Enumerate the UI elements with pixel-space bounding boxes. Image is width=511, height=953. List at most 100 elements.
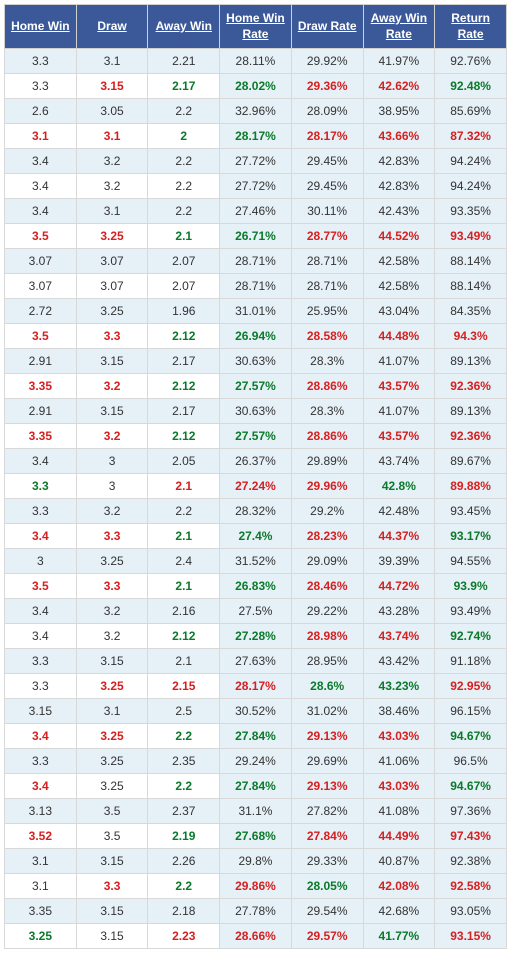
cell-drr: 28.98%	[291, 624, 363, 649]
table-row: 3.43.12.227.46%30.11%42.43%93.35%	[5, 199, 507, 224]
cell-awr: 44.52%	[363, 224, 435, 249]
cell-rr: 93.17%	[435, 524, 507, 549]
cell-rr: 92.58%	[435, 874, 507, 899]
cell-hwr: 27.68%	[220, 824, 292, 849]
table-row: 3.43.252.227.84%29.13%43.03%94.67%	[5, 774, 507, 799]
table-row: 3.53.32.126.83%28.46%44.72%93.9%	[5, 574, 507, 599]
cell-drr: 28.23%	[291, 524, 363, 549]
cell-dr: 3.2	[76, 599, 148, 624]
cell-rr: 92.36%	[435, 374, 507, 399]
cell-dr: 3.2	[76, 424, 148, 449]
cell-dr: 3.2	[76, 374, 148, 399]
cell-hw: 3.4	[5, 524, 77, 549]
cell-dr: 3.1	[76, 199, 148, 224]
cell-awr: 41.07%	[363, 399, 435, 424]
cell-drr: 27.82%	[291, 799, 363, 824]
cell-awr: 41.07%	[363, 349, 435, 374]
table-row: 3.13.1228.17%28.17%43.66%87.32%	[5, 124, 507, 149]
cell-hw: 3.3	[5, 49, 77, 74]
cell-dr: 3.25	[76, 724, 148, 749]
cell-hwr: 31.52%	[220, 549, 292, 574]
cell-rr: 89.13%	[435, 349, 507, 374]
cell-drr: 27.84%	[291, 824, 363, 849]
cell-aw: 2.23	[148, 924, 220, 949]
header-row: Home WinDrawAway WinHome Win RateDraw Ra…	[5, 5, 507, 49]
cell-hw: 3.4	[5, 599, 77, 624]
cell-rr: 96.15%	[435, 699, 507, 724]
cell-drr: 29.33%	[291, 849, 363, 874]
cell-awr: 43.28%	[363, 599, 435, 624]
cell-hw: 3.35	[5, 374, 77, 399]
cell-aw: 2.05	[148, 449, 220, 474]
cell-awr: 42.48%	[363, 499, 435, 524]
cell-hwr: 32.96%	[220, 99, 292, 124]
cell-hw: 2.91	[5, 349, 77, 374]
cell-rr: 92.36%	[435, 424, 507, 449]
col-header-hwr[interactable]: Home Win Rate	[220, 5, 292, 49]
cell-dr: 3.07	[76, 249, 148, 274]
table-row: 3.073.072.0728.71%28.71%42.58%88.14%	[5, 249, 507, 274]
cell-hw: 3.52	[5, 824, 77, 849]
cell-aw: 2.17	[148, 74, 220, 99]
cell-awr: 42.83%	[363, 149, 435, 174]
cell-drr: 29.69%	[291, 749, 363, 774]
cell-aw: 2.12	[148, 424, 220, 449]
cell-rr: 88.14%	[435, 249, 507, 274]
cell-aw: 2.17	[148, 399, 220, 424]
cell-hwr: 27.5%	[220, 599, 292, 624]
col-header-rr[interactable]: Return Rate	[435, 5, 507, 49]
cell-hwr: 27.57%	[220, 424, 292, 449]
cell-drr: 29.96%	[291, 474, 363, 499]
odds-table: Home WinDrawAway WinHome Win RateDraw Ra…	[4, 4, 507, 949]
cell-hwr: 27.63%	[220, 649, 292, 674]
col-header-hw[interactable]: Home Win	[5, 5, 77, 49]
cell-awr: 42.08%	[363, 874, 435, 899]
cell-awr: 41.06%	[363, 749, 435, 774]
col-header-drr[interactable]: Draw Rate	[291, 5, 363, 49]
cell-rr: 89.67%	[435, 449, 507, 474]
cell-awr: 38.95%	[363, 99, 435, 124]
cell-rr: 94.55%	[435, 549, 507, 574]
cell-dr: 3.25	[76, 299, 148, 324]
table-row: 3.43.22.1227.28%28.98%43.74%92.74%	[5, 624, 507, 649]
cell-aw: 2.2	[148, 99, 220, 124]
cell-hwr: 27.24%	[220, 474, 292, 499]
cell-awr: 42.68%	[363, 899, 435, 924]
cell-dr: 3	[76, 474, 148, 499]
cell-hw: 3.35	[5, 424, 77, 449]
cell-awr: 42.58%	[363, 249, 435, 274]
cell-drr: 29.92%	[291, 49, 363, 74]
cell-hwr: 29.8%	[220, 849, 292, 874]
table-row: 3.432.0526.37%29.89%43.74%89.67%	[5, 449, 507, 474]
cell-hw: 3.3	[5, 74, 77, 99]
cell-dr: 3.25	[76, 224, 148, 249]
cell-aw: 2.2	[148, 874, 220, 899]
cell-drr: 28.3%	[291, 399, 363, 424]
cell-hwr: 27.84%	[220, 774, 292, 799]
table-body: 3.33.12.2128.11%29.92%41.97%92.76%3.33.1…	[5, 49, 507, 949]
table-row: 2.913.152.1730.63%28.3%41.07%89.13%	[5, 399, 507, 424]
cell-hw: 3.07	[5, 249, 77, 274]
cell-awr: 41.97%	[363, 49, 435, 74]
cell-rr: 94.3%	[435, 324, 507, 349]
cell-hwr: 27.46%	[220, 199, 292, 224]
cell-aw: 2.2	[148, 174, 220, 199]
table-row: 3.43.22.1627.5%29.22%43.28%93.49%	[5, 599, 507, 624]
table-row: 3.33.152.127.63%28.95%43.42%91.18%	[5, 649, 507, 674]
cell-aw: 2.26	[148, 849, 220, 874]
cell-hwr: 27.72%	[220, 149, 292, 174]
cell-hw: 3.25	[5, 924, 77, 949]
cell-drr: 28.6%	[291, 674, 363, 699]
table-row: 3.43.32.127.4%28.23%44.37%93.17%	[5, 524, 507, 549]
table-row: 3.353.22.1227.57%28.86%43.57%92.36%	[5, 424, 507, 449]
cell-drr: 30.11%	[291, 199, 363, 224]
cell-hw: 3.1	[5, 874, 77, 899]
col-header-dr[interactable]: Draw	[76, 5, 148, 49]
col-header-awr[interactable]: Away Win Rate	[363, 5, 435, 49]
cell-dr: 3.2	[76, 624, 148, 649]
cell-hwr: 30.63%	[220, 349, 292, 374]
cell-hwr: 27.28%	[220, 624, 292, 649]
col-header-aw[interactable]: Away Win	[148, 5, 220, 49]
cell-hwr: 27.78%	[220, 899, 292, 924]
cell-hwr: 26.71%	[220, 224, 292, 249]
